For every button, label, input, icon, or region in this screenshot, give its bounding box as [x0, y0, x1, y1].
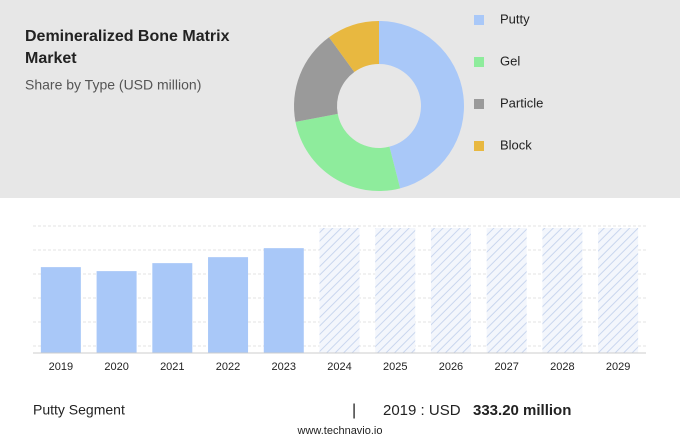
- forecast-placeholder: [430, 228, 471, 353]
- forecast-placeholder: [542, 228, 583, 353]
- forecast-placeholder: [319, 228, 360, 353]
- x-tick-label: 2021: [160, 361, 184, 373]
- x-tick-label: 2024: [327, 361, 351, 373]
- legend-swatch: [474, 57, 484, 67]
- legend-label: Block: [500, 137, 532, 152]
- x-tick-label: 2022: [216, 361, 240, 373]
- x-tick-label: 2025: [383, 361, 407, 373]
- footer-value: 333.20 million: [473, 402, 571, 419]
- forecast-placeholder: [375, 228, 416, 353]
- bar: [40, 267, 81, 353]
- donut-segment: [294, 37, 355, 122]
- x-tick-label: 2026: [439, 361, 463, 373]
- bar: [263, 248, 304, 353]
- chart-subtitle: Share by Type (USD million): [25, 77, 201, 93]
- bar: [208, 257, 249, 353]
- donut-segment: [295, 113, 401, 191]
- x-tick-label: 2028: [550, 361, 574, 373]
- chart-title: Demineralized Bone Matrix Market: [25, 28, 230, 67]
- x-tick-label: 2020: [104, 361, 128, 373]
- source: www.technavio.io: [297, 425, 383, 437]
- bar: [96, 271, 137, 353]
- x-tick-label: 2023: [272, 361, 296, 373]
- donut-segment: [329, 21, 379, 73]
- donut-segment: [379, 21, 465, 189]
- bar: [152, 263, 193, 353]
- x-tick-label: 2019: [49, 361, 73, 373]
- legend-label: Putty: [500, 11, 530, 26]
- x-tick-label: 2029: [606, 361, 630, 373]
- forecast-placeholder: [486, 228, 527, 353]
- legend-swatch: [474, 99, 484, 109]
- legend-swatch: [474, 141, 484, 151]
- x-tick-label: 2027: [494, 361, 518, 373]
- footer-segment: Putty Segment: [33, 402, 125, 418]
- legend-label: Gel: [500, 53, 520, 68]
- legend-label: Particle: [500, 95, 543, 110]
- forecast-placeholder: [598, 228, 639, 353]
- separator: |: [352, 402, 356, 419]
- legend-swatch: [474, 15, 484, 25]
- footer-year: 2019 : USD: [383, 402, 461, 419]
